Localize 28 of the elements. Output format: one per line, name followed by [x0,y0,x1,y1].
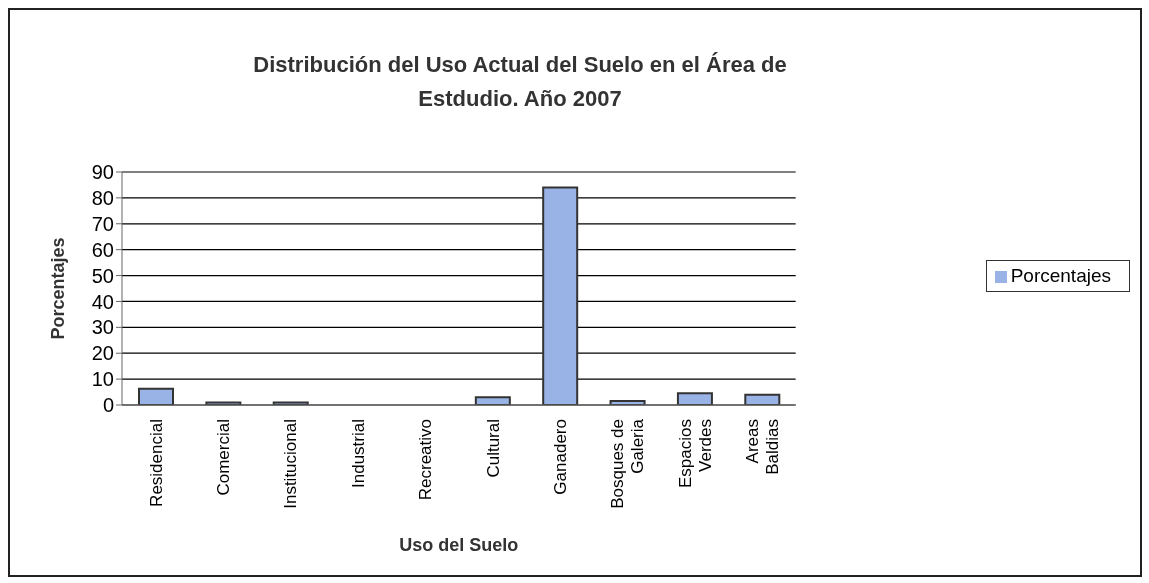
x-tick-label: Comercial [214,419,234,496]
x-tick-label: Espacios Verdes [675,419,715,488]
y-tick-label: 80 [91,186,114,209]
x-tick-label: Recreativo [416,419,436,501]
y-axis-title: Porcentajes [48,237,69,340]
y-tick-label: 70 [91,212,114,235]
x-axis-title: Uso del Suelo [399,535,519,555]
x-tick-label: Bosques de Galeria [608,418,648,509]
bar [676,392,713,405]
legend-label: Porcentajes [1010,265,1111,286]
bar [138,387,174,405]
x-tick-label: Areas Baldias [742,419,782,475]
x-tick-label: Residencial [146,419,166,507]
x-tick-label: Cultural [483,419,503,478]
y-tick-label: 90 [91,161,114,184]
x-tick-label: Industrial [348,419,368,488]
chart-title: Distribución del Uso Actual del Suelo en el Área de Estdudio. Año 2007 [252,51,788,113]
y-tick-label: 30 [91,316,114,339]
x-tick-label: Ganadero [550,419,570,495]
y-tick-label: 0 [102,394,114,417]
x-tick-label: Institucional [281,419,301,509]
y-tick-label: 60 [91,238,114,261]
y-tick-label: 40 [91,290,114,313]
bar [474,396,511,405]
y-tick-label: 20 [91,342,114,365]
y-tick-label: 10 [91,368,114,391]
y-tick-label: 50 [91,264,114,287]
bar [542,186,579,405]
